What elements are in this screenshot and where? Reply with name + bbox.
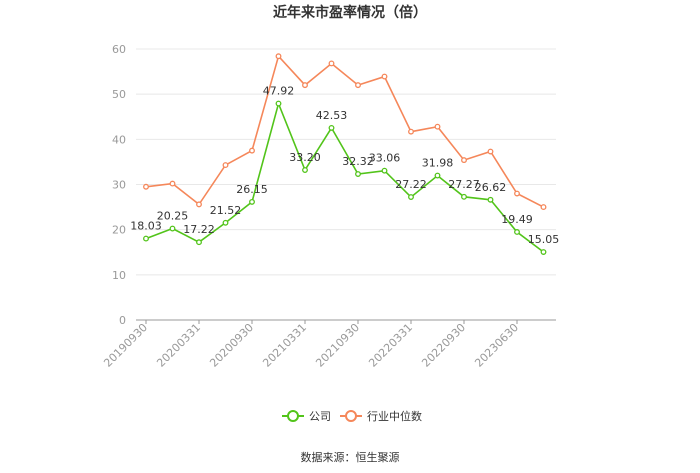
data-label: 21.52 [210, 204, 242, 217]
data-point [249, 147, 255, 154]
data-point [434, 123, 441, 130]
data-point [328, 60, 335, 67]
data-point [328, 124, 335, 131]
data-label: 19.49 [501, 213, 533, 226]
data-point [249, 198, 255, 205]
data-point [540, 249, 547, 255]
x-tick-label: 20220331 [366, 321, 415, 370]
data-point [222, 219, 229, 226]
data-label: 31.98 [422, 157, 454, 170]
grid [136, 48, 556, 276]
data-label: 17.22 [183, 223, 215, 236]
data-point [381, 73, 388, 80]
data-point [275, 100, 282, 107]
legend-label: 行业中位数 [367, 409, 422, 423]
x-tick-label: 20210930 [313, 321, 362, 370]
data-label: 18.03 [130, 220, 162, 233]
y-tick-label: 10 [112, 269, 126, 282]
y-tick-label: 0 [119, 314, 126, 327]
series-line [145, 54, 544, 208]
y-tick-label: 20 [112, 224, 126, 237]
data-label: 27.22 [395, 178, 427, 191]
data-point [408, 194, 414, 201]
data-label: 33.06 [369, 152, 401, 165]
data-point [302, 82, 308, 89]
source-note: 数据来源：恒生聚源 [301, 450, 400, 464]
data-label: 47.92 [263, 85, 295, 98]
y-tick-label: 30 [112, 179, 126, 192]
data-point [461, 157, 467, 164]
data-point [196, 239, 202, 246]
data-label: 42.53 [316, 109, 348, 122]
data-label: 26.15 [236, 183, 268, 196]
x-tick-label: 20200331 [154, 321, 203, 370]
data-point [196, 201, 202, 208]
data-point [487, 196, 494, 203]
data-point [461, 193, 467, 200]
data-label: 15.05 [528, 233, 560, 246]
chart-title: 近年来市盈率情况（倍） [273, 4, 427, 21]
data-point [355, 82, 361, 89]
data-point [169, 180, 176, 187]
data-point [169, 225, 176, 232]
x-tick-label: 20200930 [207, 321, 256, 370]
x-tick-label: 20220930 [419, 321, 468, 370]
legend[interactable]: 公司 行业中位数 [282, 409, 422, 423]
legend-marker [287, 410, 299, 422]
data-point [222, 162, 229, 169]
y-tick-label: 60 [112, 43, 126, 56]
data-point [381, 167, 388, 174]
data-point [408, 128, 414, 135]
x-tick-label: 20230630 [472, 321, 521, 370]
data-point [143, 235, 149, 242]
legend-label: 公司 [309, 410, 331, 423]
data-point [434, 172, 441, 179]
data-label: 33.20 [289, 151, 321, 164]
data-point [540, 204, 547, 211]
x-tick-label: 20190930 [101, 321, 150, 370]
data-point [302, 167, 308, 173]
data-point [514, 190, 520, 197]
data-point [487, 148, 494, 155]
data-label: 27.27 [448, 178, 480, 191]
data-point [275, 53, 282, 60]
data-label: 32.32 [342, 155, 374, 168]
legend-marker [345, 410, 357, 422]
data-label: 20.25 [157, 210, 189, 223]
data-point [355, 171, 361, 177]
data-point [514, 229, 520, 235]
y-tick-label: 50 [112, 88, 126, 101]
y-tick-label: 40 [112, 133, 126, 146]
x-tick-label: 20210331 [260, 321, 309, 370]
data-point [143, 183, 149, 190]
data-label: 26.62 [475, 181, 507, 194]
series-line [145, 101, 544, 253]
